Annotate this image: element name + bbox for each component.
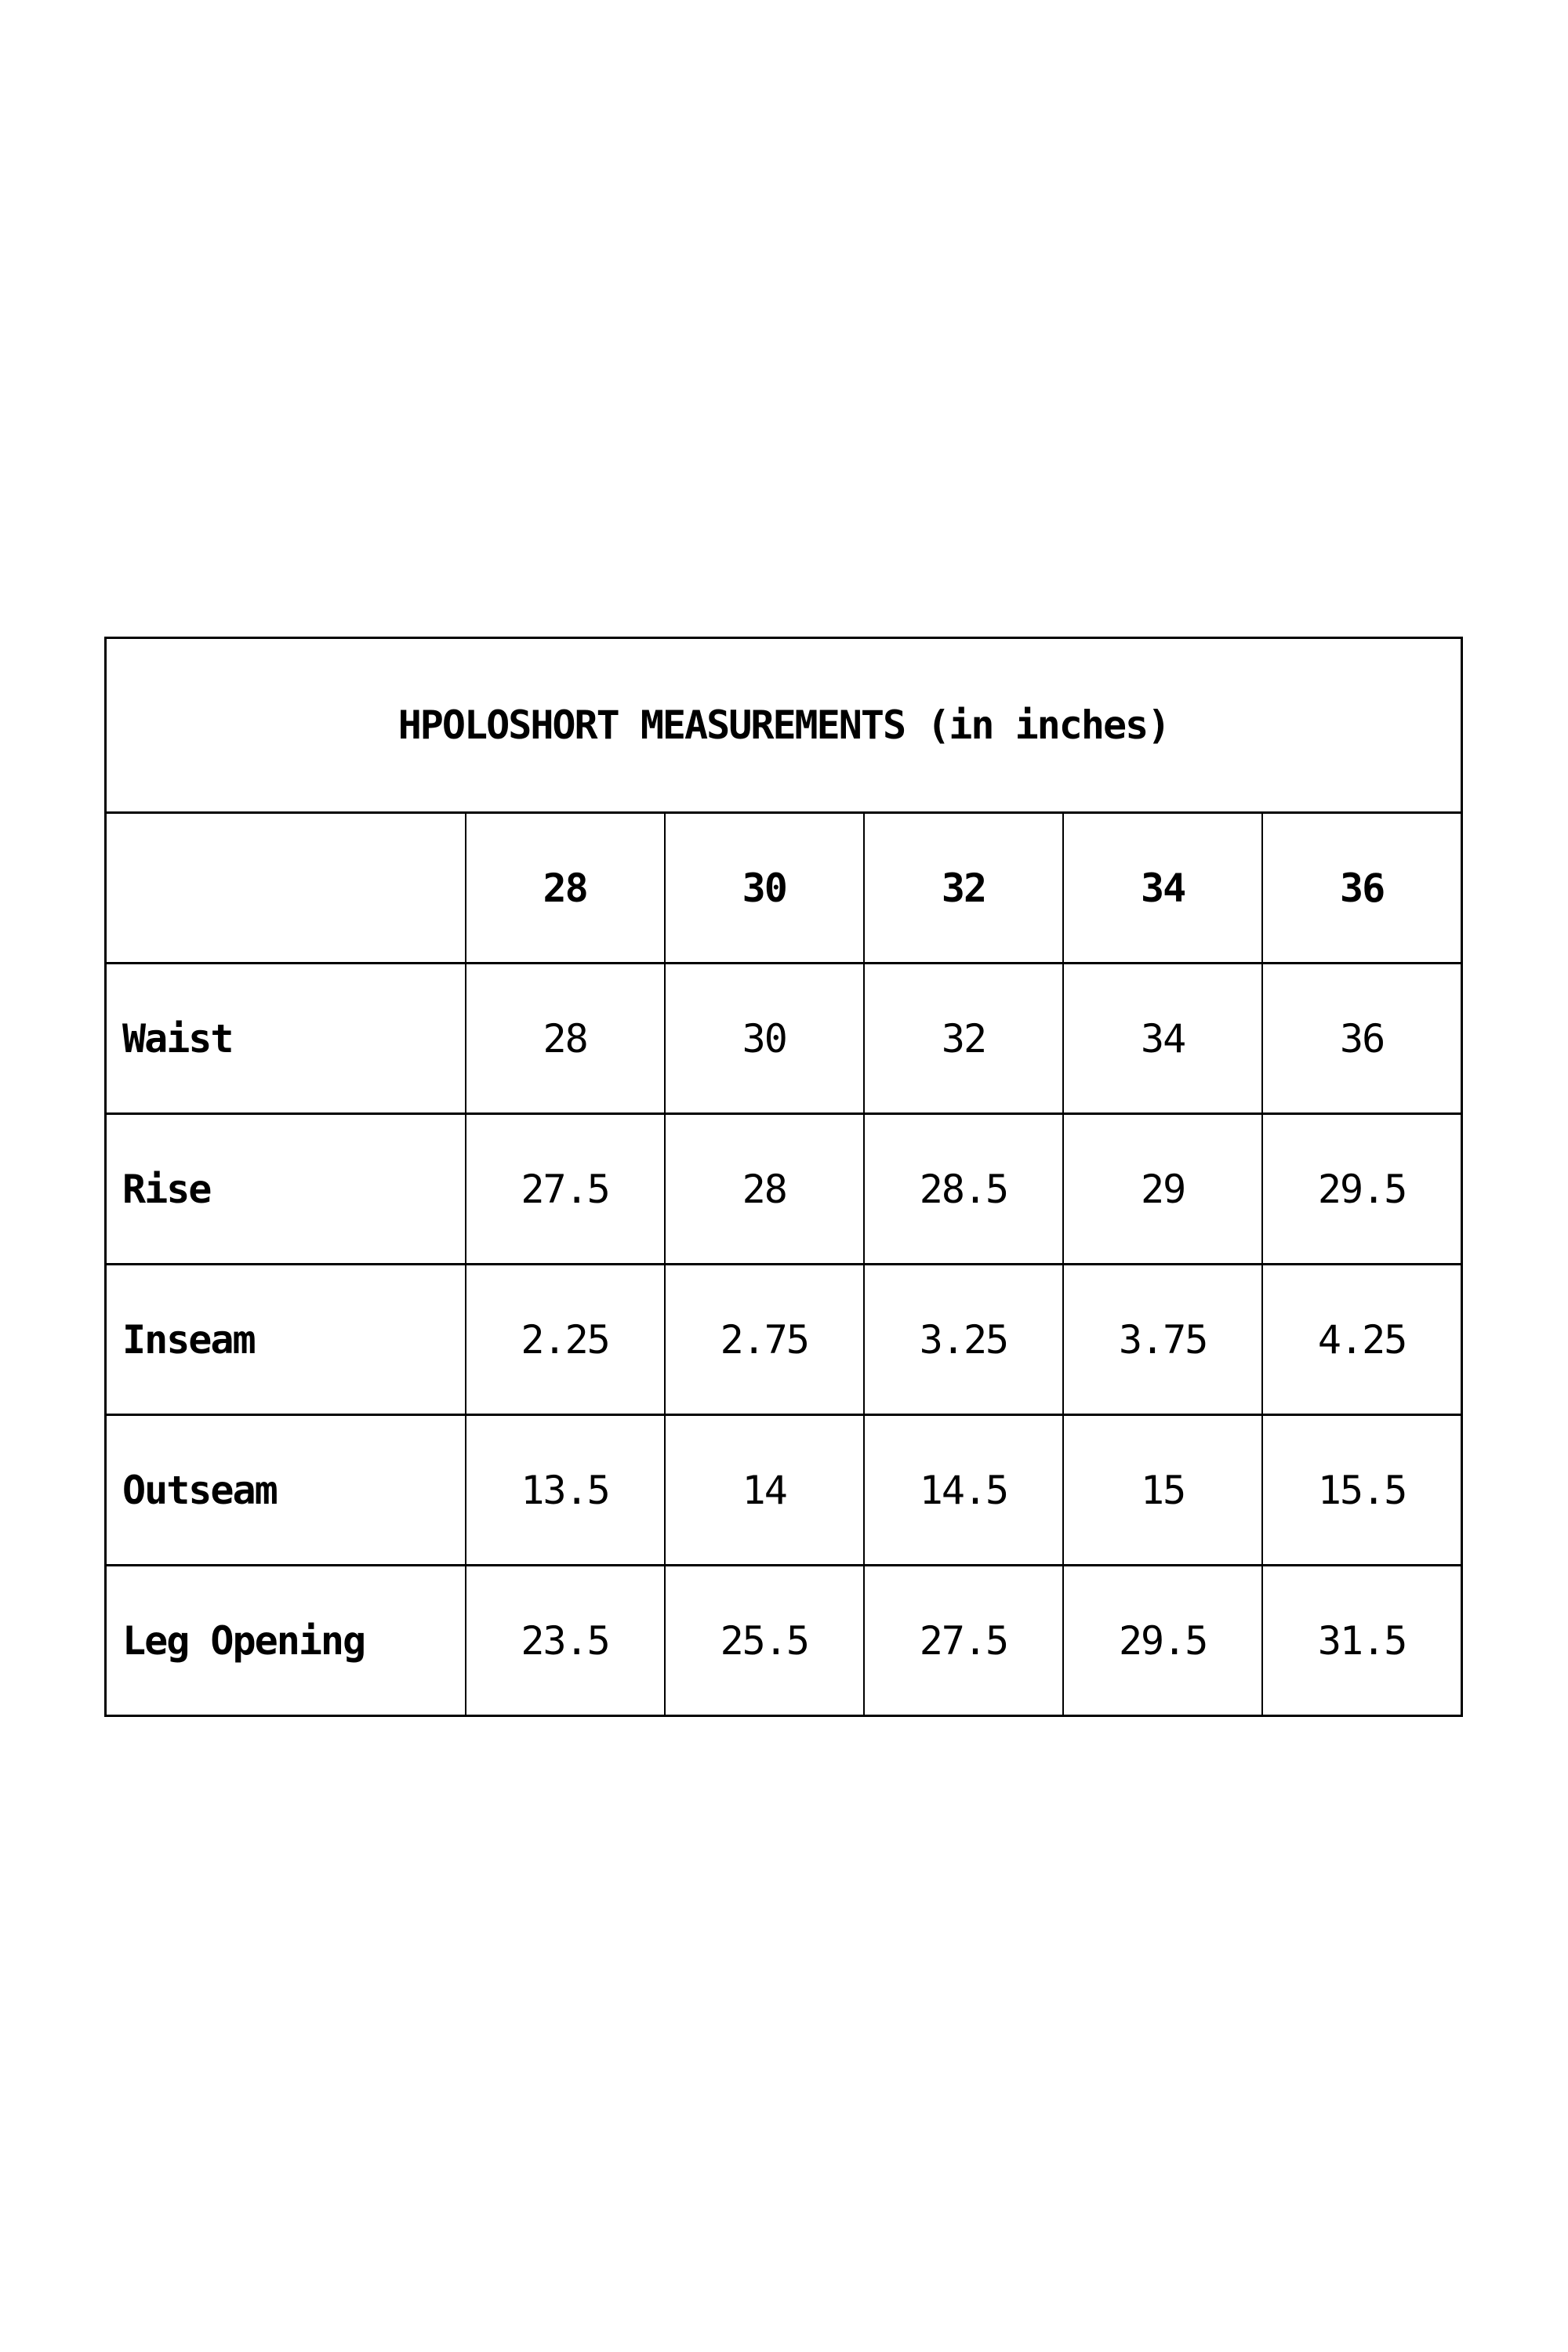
- value-cell: 32: [862, 963, 1065, 1114]
- value-cell: 28: [663, 1113, 865, 1265]
- column-header-size-30: 30: [663, 812, 865, 964]
- value-cell: 13.5: [464, 1414, 666, 1566]
- value-cell: 29.5: [1261, 1113, 1463, 1265]
- value-cell: 3.75: [1062, 1264, 1264, 1415]
- value-cell: 3.25: [862, 1264, 1065, 1415]
- table-row-rise: Rise 27.5 28 28.5 29 29.5: [104, 1113, 1463, 1265]
- table-row-outseam: Outseam 13.5 14 14.5 15 15.5: [104, 1414, 1463, 1566]
- value-cell: 29: [1062, 1113, 1264, 1265]
- value-cell: 28.5: [862, 1113, 1065, 1265]
- column-header-size-32: 32: [862, 812, 1065, 964]
- value-cell: 29.5: [1062, 1565, 1264, 1716]
- corner-cell: [104, 812, 466, 964]
- value-cell: 31.5: [1261, 1565, 1463, 1716]
- value-cell: 36: [1261, 963, 1463, 1114]
- table-row-waist: Waist 28 30 32 34 36: [104, 963, 1463, 1114]
- table-row-leg-opening: Leg Opening 23.5 25.5 27.5 29.5 31.5: [104, 1565, 1463, 1716]
- value-cell: 15: [1062, 1414, 1264, 1566]
- row-label: Waist: [104, 963, 466, 1114]
- size-chart-table: HPOLOSHORT MEASUREMENTS (in inches) 28 3…: [104, 637, 1463, 1717]
- value-cell: 2.25: [464, 1264, 666, 1415]
- table-title-row: HPOLOSHORT MEASUREMENTS (in inches): [104, 637, 1463, 813]
- table-row-inseam: Inseam 2.25 2.75 3.25 3.75 4.25: [104, 1264, 1463, 1415]
- value-cell: 15.5: [1261, 1414, 1463, 1566]
- row-label: Leg Opening: [104, 1565, 466, 1716]
- value-cell: 2.75: [663, 1264, 865, 1415]
- value-cell: 34: [1062, 963, 1264, 1114]
- row-label: Rise: [104, 1113, 466, 1265]
- column-header-size-28: 28: [464, 812, 666, 964]
- table-title: HPOLOSHORT MEASUREMENTS (in inches): [104, 637, 1463, 813]
- value-cell: 30: [663, 963, 865, 1114]
- value-cell: 27.5: [862, 1565, 1065, 1716]
- value-cell: 14: [663, 1414, 865, 1566]
- column-header-size-36: 36: [1261, 812, 1463, 964]
- value-cell: 27.5: [464, 1113, 666, 1265]
- row-label: Inseam: [104, 1264, 466, 1415]
- value-cell: 14.5: [862, 1414, 1065, 1566]
- value-cell: 4.25: [1261, 1264, 1463, 1415]
- value-cell: 25.5: [663, 1565, 865, 1716]
- column-header-size-34: 34: [1062, 812, 1264, 964]
- table-header-row: 28 30 32 34 36: [104, 812, 1463, 964]
- value-cell: 23.5: [464, 1565, 666, 1716]
- value-cell: 28: [464, 963, 666, 1114]
- row-label: Outseam: [104, 1414, 466, 1566]
